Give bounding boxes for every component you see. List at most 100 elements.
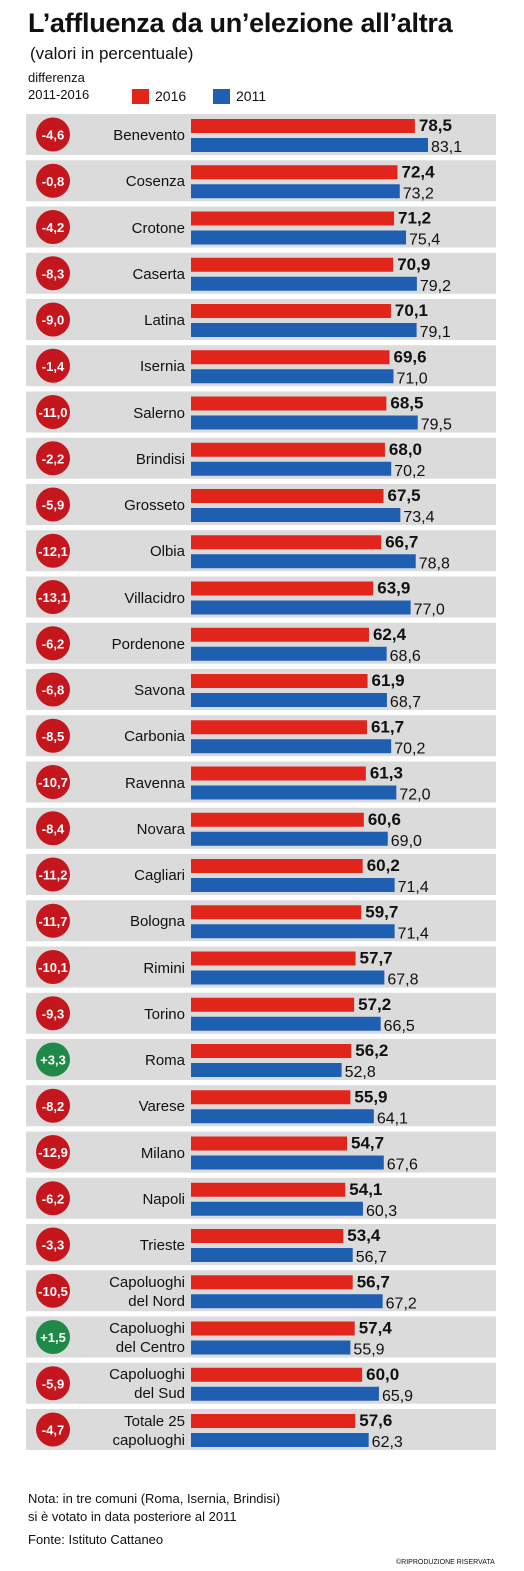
category-label: Ravenna — [25, 774, 185, 793]
bar-2016 — [191, 1229, 344, 1243]
difference-value: -10,5 — [38, 1284, 68, 1299]
bar-2011 — [191, 369, 394, 384]
difference-column-label: differenza 2011-2016 — [28, 69, 89, 103]
difference-label-line2: 2011-2016 — [28, 87, 90, 102]
difference-value: -6,8 — [42, 683, 64, 698]
bar-2011 — [191, 739, 392, 754]
difference-circle — [36, 718, 70, 753]
difference-circle — [36, 672, 70, 707]
difference-circle — [36, 1273, 70, 1308]
category-label: Torino — [25, 1005, 185, 1024]
data-label-2016: 66,7 — [385, 532, 418, 551]
difference-value: +1,5 — [40, 1330, 66, 1345]
bar-2011 — [191, 138, 429, 152]
category-label-line: Trieste — [139, 1237, 185, 1254]
data-label-2011: 78,8 — [419, 555, 450, 572]
bar-2016 — [191, 1044, 352, 1058]
category-label-line: del Sud — [134, 1385, 185, 1403]
category-label: Isernia — [25, 357, 185, 376]
difference-circle — [36, 302, 70, 337]
difference-value: -1,4 — [42, 359, 65, 374]
category-label-line: Novara — [136, 820, 185, 838]
data-label-2016: 59,7 — [365, 902, 398, 921]
data-label-2011: 79,1 — [420, 324, 451, 341]
data-label-2011: 69,0 — [391, 833, 422, 850]
legend-item-2011: 2011 — [213, 88, 266, 104]
data-label-2016: 71,2 — [398, 209, 431, 228]
data-label-2016: 56,7 — [357, 1272, 390, 1291]
difference-circle — [36, 626, 70, 661]
data-label-2011: 71,0 — [396, 370, 427, 387]
category-label-line: Olbia — [149, 543, 185, 561]
bar-2016 — [191, 489, 384, 503]
data-label-2016: 70,1 — [395, 301, 428, 320]
data-label-2016: 61,7 — [371, 717, 404, 736]
category-label-line: del Centro — [115, 1339, 185, 1356]
bar-2016 — [191, 720, 367, 735]
legend-swatch-2016 — [132, 88, 149, 104]
category-label-line: Bologna — [129, 913, 185, 931]
category-label-line: Cagliari — [134, 867, 185, 884]
category-label-line: Totale 25 — [124, 1412, 185, 1430]
category-label: Bologna — [25, 912, 185, 931]
difference-value: -8,2 — [42, 1099, 64, 1114]
data-label-2011: 55,9 — [353, 1342, 384, 1359]
data-label-2011: 66,5 — [384, 1018, 415, 1035]
category-label-line: Milano — [140, 1144, 185, 1162]
bar-2011 — [191, 184, 400, 199]
category-label: Pordenone — [25, 635, 185, 654]
data-label-2016: 57,7 — [360, 949, 393, 968]
category-label: Villacidro — [25, 589, 185, 608]
chart-subtitle: (valori in percentuale) — [30, 44, 194, 63]
category-label-line: Caserta — [132, 265, 185, 283]
data-label-2016: 54,7 — [351, 1134, 384, 1153]
category-label: Cosenza — [25, 172, 185, 191]
difference-value: -11,7 — [39, 914, 68, 929]
data-label-2011: 73,4 — [403, 509, 434, 526]
difference-circle — [36, 857, 70, 892]
category-label: Latina — [25, 311, 185, 330]
bar-2011 — [191, 878, 395, 892]
data-label-2016: 57,4 — [359, 1319, 393, 1338]
bar-2011 — [191, 924, 395, 939]
difference-value: -4,2 — [42, 220, 64, 235]
data-label-2011: 56,7 — [356, 1249, 387, 1266]
difference-circle — [36, 117, 70, 152]
difference-circle — [36, 811, 70, 846]
bar-2011 — [191, 276, 417, 291]
difference-circle — [36, 533, 70, 568]
bar-2016 — [191, 119, 415, 133]
bar-2011 — [191, 554, 416, 569]
difference-circle — [36, 1135, 70, 1169]
data-label-2011: 64,1 — [377, 1110, 408, 1127]
data-label-2011: 70,2 — [394, 463, 425, 480]
category-label: Capoluoghi del Sud — [25, 1365, 185, 1403]
category-label: Napoli — [25, 1190, 185, 1209]
data-label-2016: 62,4 — [373, 625, 407, 644]
bar-2016 — [191, 535, 382, 550]
data-label-2016: 61,9 — [372, 671, 405, 690]
data-label-2016: 69,6 — [393, 347, 426, 366]
difference-value: -5,9 — [42, 498, 64, 513]
difference-value: -10,1 — [38, 960, 68, 975]
data-label-2011: 62,3 — [372, 1434, 403, 1451]
data-label-2016: 55,9 — [354, 1087, 387, 1106]
category-label-line: Varese — [138, 1098, 185, 1116]
copyright-notice: ©RIPRODUZIONE RISERVATA — [396, 1559, 495, 1566]
bar-2016 — [191, 165, 398, 180]
data-label-2016: 54,1 — [349, 1180, 382, 1199]
difference-value: -11,2 — [39, 868, 68, 883]
difference-value: -0,8 — [42, 174, 64, 189]
legend-label-2011: 2011 — [236, 88, 267, 104]
difference-value: -13,1 — [38, 590, 68, 605]
data-label-2011: 77,0 — [414, 602, 445, 619]
category-label-line: Latina — [144, 312, 185, 329]
difference-circle — [36, 487, 70, 522]
data-label-2011: 67,8 — [387, 972, 418, 989]
bar-2016 — [191, 211, 395, 226]
bar-2011 — [191, 1201, 363, 1216]
bar-2016 — [191, 674, 368, 688]
difference-circle — [36, 580, 70, 614]
category-label-line: Capoluoghi — [109, 1366, 185, 1384]
